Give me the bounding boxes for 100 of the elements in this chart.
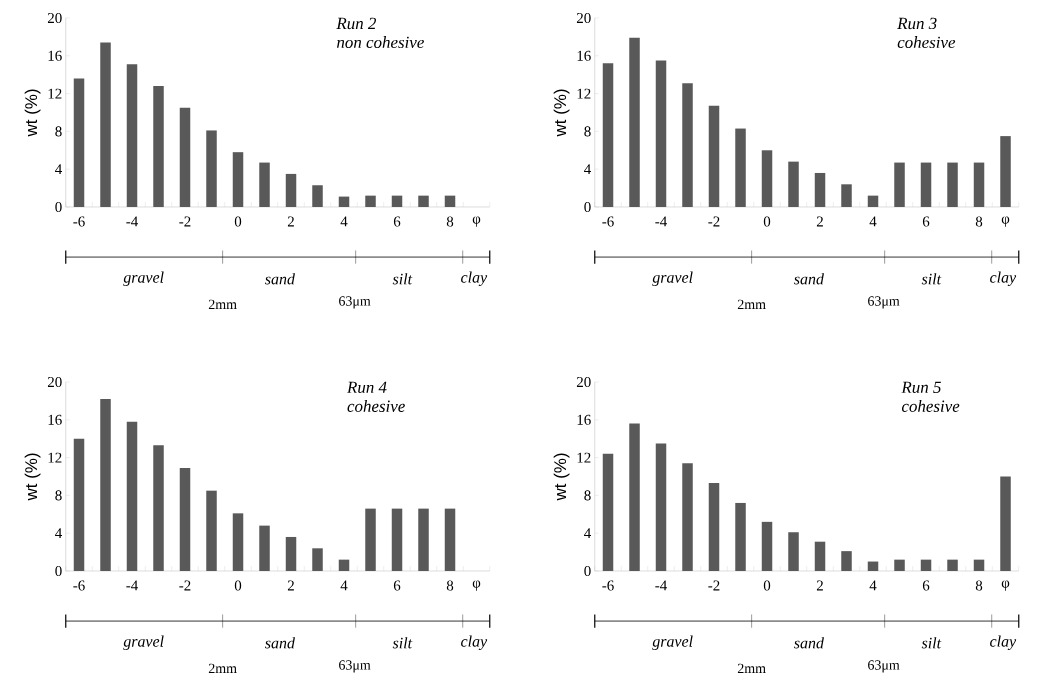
x-tick-label: 8 — [975, 216, 983, 227]
bar — [973, 162, 985, 207]
y-tick-label: 4 — [584, 528, 591, 539]
text: silt — [921, 273, 942, 285]
x-tick-label: φ — [1001, 216, 1010, 227]
bar — [973, 559, 985, 571]
x-tick-label: 2 — [287, 580, 294, 591]
x-tick-label: φ — [472, 580, 481, 591]
text: 2mm — [737, 663, 766, 673]
y-axis-title: wt (%) — [553, 89, 570, 137]
x-tick-label: 2 — [816, 580, 823, 591]
bar — [920, 559, 932, 571]
y-tick-label: 4 — [584, 164, 591, 175]
text: silt — [392, 273, 413, 285]
text: cohesive — [897, 36, 956, 49]
bar — [259, 525, 270, 571]
y-tick-label: 20 — [576, 12, 591, 24]
bar — [126, 421, 138, 571]
bar — [100, 42, 111, 207]
x-tick-label: 0 — [234, 216, 242, 227]
y-axis-title: wt (%) — [24, 89, 41, 137]
x-tick-label: φ — [472, 216, 481, 227]
x-tick-label: 8 — [446, 216, 454, 227]
text: non cohesive — [337, 36, 424, 49]
x-tick-label: 2 — [816, 216, 823, 227]
y-tick-label: 12 — [48, 88, 62, 99]
x-tick-label: 8 — [446, 580, 454, 591]
y-tick-label: 20 — [576, 376, 591, 388]
x-tick-label: -2 — [179, 216, 191, 227]
bar — [867, 561, 879, 571]
x-tick-label: -2 — [179, 580, 191, 591]
x-tick-label: 4 — [340, 216, 348, 227]
x-tick-label: 2 — [287, 216, 294, 227]
text: 63μm — [868, 296, 900, 309]
x-tick-label: 8 — [975, 580, 983, 591]
bar — [391, 195, 403, 207]
text: sand — [794, 637, 824, 649]
text: silt — [921, 637, 942, 649]
x-tick-label: -4 — [655, 216, 667, 227]
bar — [894, 162, 905, 207]
y-tick-label: 20 — [47, 12, 62, 24]
chart-title: Run 5 — [901, 381, 941, 394]
x-tick-label: -4 — [655, 580, 667, 591]
bar — [206, 490, 217, 571]
text: 63μm — [339, 296, 371, 309]
bar — [312, 548, 323, 571]
x-tick-label: 6 — [393, 216, 401, 227]
y-tick-label: 16 — [48, 414, 62, 425]
text: sand — [794, 273, 824, 285]
bar — [867, 195, 879, 207]
bar — [259, 162, 270, 207]
text: 63μm — [339, 660, 371, 673]
y-tick-label: 0 — [584, 201, 591, 213]
x-tick-label: -6 — [602, 216, 614, 227]
bar — [444, 195, 456, 207]
y-tick-label: 8 — [584, 490, 591, 501]
bar — [285, 536, 297, 571]
bar — [365, 508, 376, 571]
y-tick-label: 8 — [584, 126, 591, 137]
text: clay — [990, 635, 1017, 651]
x-tick-label: 0 — [763, 580, 771, 591]
y-tick-label: 0 — [55, 201, 62, 213]
chart-title: Run 4 — [346, 381, 387, 394]
x-tick-label: -6 — [73, 580, 85, 591]
bar — [655, 60, 667, 207]
bar — [947, 559, 958, 571]
y-tick-label: 0 — [584, 565, 591, 577]
y-tick-label: 16 — [577, 50, 591, 61]
bar — [735, 502, 746, 571]
bar — [391, 508, 403, 571]
x-tick-label: -2 — [708, 216, 720, 227]
x-tick-label: -6 — [602, 580, 614, 591]
x-tick-label: -2 — [708, 580, 720, 591]
x-tick-label: 6 — [922, 216, 930, 227]
bar — [179, 107, 191, 207]
y-axis-title: wt (%) — [24, 453, 41, 501]
bar — [761, 150, 773, 207]
text: clay — [461, 635, 488, 651]
y-tick-label: 0 — [55, 565, 62, 577]
bar — [338, 559, 350, 571]
y-tick-label: 12 — [48, 452, 62, 463]
bar — [73, 78, 85, 207]
chart-title: Run 2 — [336, 17, 377, 30]
bar — [629, 37, 640, 207]
x-tick-label: 6 — [922, 580, 930, 591]
bar — [206, 130, 217, 207]
bar — [338, 196, 350, 207]
text: silt — [392, 637, 413, 649]
y-tick-label: 8 — [55, 126, 62, 137]
bar — [418, 195, 429, 207]
text: 2mm — [737, 299, 766, 309]
y-tick-label: 20 — [47, 376, 62, 388]
x-tick-label: 0 — [234, 580, 242, 591]
bar — [126, 64, 138, 207]
bar — [814, 541, 826, 571]
bar — [444, 508, 456, 571]
x-tick-label: 6 — [393, 580, 401, 591]
bar — [602, 63, 614, 207]
x-tick-label: -4 — [126, 216, 138, 227]
bar — [232, 513, 244, 571]
